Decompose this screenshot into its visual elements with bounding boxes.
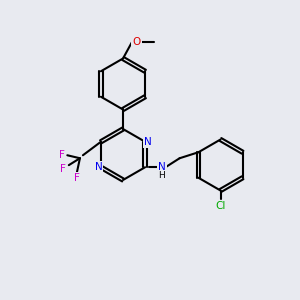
Text: O: O (132, 37, 141, 47)
Text: N: N (94, 162, 102, 172)
Text: N: N (144, 137, 152, 147)
Text: F: F (61, 164, 66, 174)
Text: N: N (158, 162, 166, 172)
Text: F: F (59, 150, 65, 160)
Text: H: H (158, 171, 165, 180)
Text: Cl: Cl (215, 201, 226, 211)
Text: F: F (74, 173, 80, 183)
